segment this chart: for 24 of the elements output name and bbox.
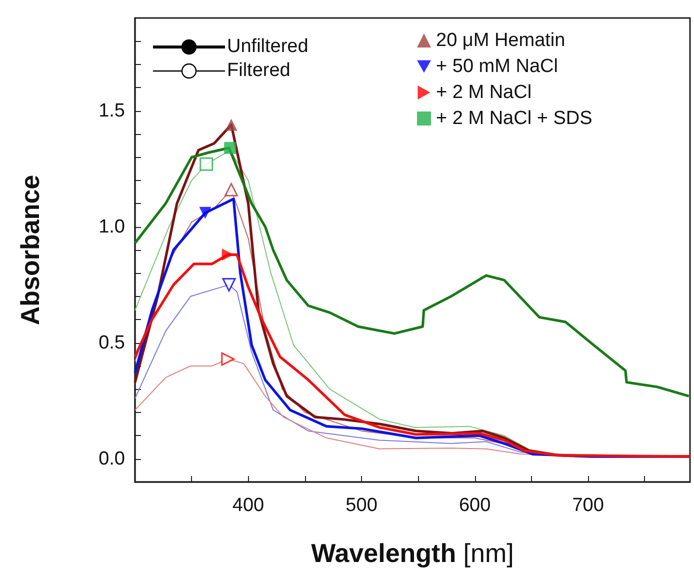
x-tick-label: 700 xyxy=(572,495,604,516)
point xyxy=(200,157,214,171)
y-axis-title: Absorbance xyxy=(15,174,45,326)
legend-label: + 50 mM NaCl xyxy=(436,56,558,77)
x-tick-label: 400 xyxy=(232,495,264,516)
point xyxy=(222,278,236,292)
point xyxy=(199,206,212,219)
point xyxy=(224,142,236,154)
x-axis-title: Wavelength [nm] xyxy=(311,538,514,568)
legend-label: + 2 M NaCl + SDS xyxy=(436,108,592,129)
legend-label: + 2 M NaCl xyxy=(436,82,532,103)
point xyxy=(221,352,235,366)
y-tick-label: 0.5 xyxy=(98,332,125,354)
x-tick-label: 500 xyxy=(346,495,378,516)
y-tick-label: 1.0 xyxy=(98,216,125,238)
point xyxy=(225,118,238,131)
annotation: Unfiltered xyxy=(227,36,308,58)
x-tick-label: 600 xyxy=(458,495,491,516)
point xyxy=(222,248,234,261)
point xyxy=(224,182,238,196)
y-tick-label: 1.5 xyxy=(98,100,125,122)
legend-label: 20 μM Hematin xyxy=(436,30,566,51)
y-tick-label: 0.0 xyxy=(98,448,125,470)
annotation: Filtered xyxy=(227,60,290,82)
